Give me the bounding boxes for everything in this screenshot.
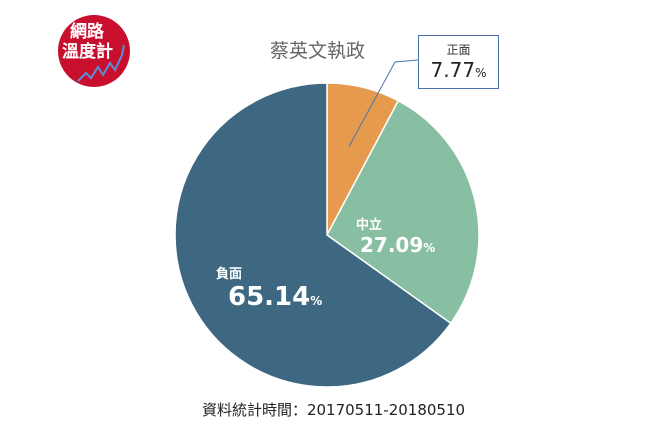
logo: 網路 溫度計 [58, 15, 130, 87]
label-negative: 負面 65.14% [216, 263, 322, 312]
logo-line2: 溫度計 [62, 42, 113, 62]
label-negative-name: 負面 [216, 267, 243, 282]
label-neutral-name: 中立 [356, 218, 383, 233]
label-neutral: 中立 27.09% [356, 214, 435, 257]
label-positive-value: 7.77 [430, 58, 476, 82]
footer-date-range: 資料統計時間：20170511-20180510 [201, 401, 466, 419]
label-positive-name: 正面 [446, 43, 471, 57]
label-neutral-value: 27.09 [360, 233, 424, 257]
label-negative-value: 65.14 [228, 282, 311, 312]
label-positive: 正面 7.77% [418, 35, 499, 89]
logo-line1: 網路 [70, 22, 104, 42]
logo-wave-icon [77, 44, 125, 82]
chart-title: 蔡英文執政 [270, 40, 366, 62]
pie-slice-1 [326, 99, 480, 325]
pie-slice-2 [174, 82, 452, 388]
leader-line [348, 59, 419, 147]
